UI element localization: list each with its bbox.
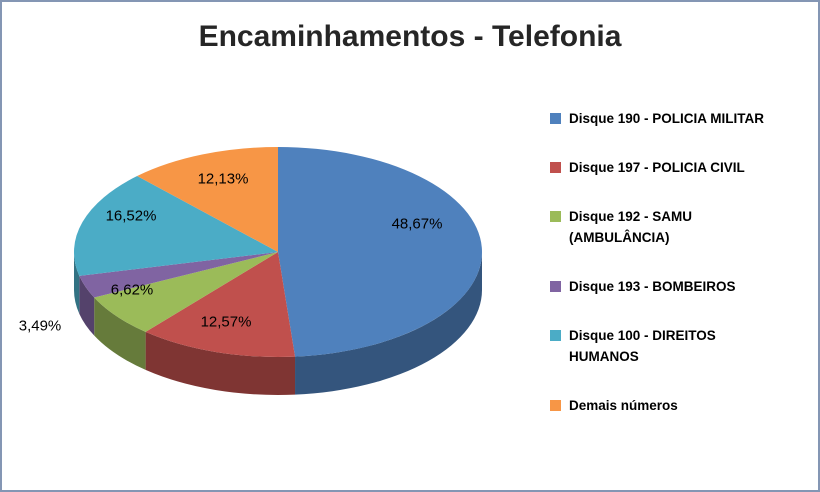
pie-data-label: 3,49%	[18, 317, 62, 335]
legend-item: Disque 190 - POLICIA MILITAR	[550, 108, 812, 129]
pie-slice	[79, 252, 278, 298]
legend-swatch	[550, 162, 561, 173]
pie-slice	[137, 147, 278, 252]
pie-slice-side	[94, 297, 146, 370]
pie-slice-side	[295, 252, 482, 395]
pie-data-label: 48,67%	[391, 215, 443, 233]
legend-label: Disque 197 - POLICIA CIVIL	[569, 160, 745, 175]
pie-data-label: 16,52%	[105, 207, 157, 225]
legend-label: Disque 190 - POLICIA MILITAR	[569, 111, 765, 126]
legend-label: Disque 193 - BOMBEIROS	[569, 279, 736, 294]
legend-item: Disque 192 - SAMU (AMBULÂNCIA)	[550, 206, 812, 248]
legend-label: Demais números	[569, 398, 678, 413]
legend-item: Demais números	[550, 395, 812, 416]
legend-item: Disque 193 - BOMBEIROS	[550, 276, 812, 297]
legend-item: Disque 100 - DIREITOS HUMANOS	[550, 325, 812, 367]
legend-swatch	[550, 400, 561, 411]
pie-slice	[278, 147, 483, 357]
pie-slice	[74, 176, 278, 276]
pie-slice-side	[79, 275, 95, 336]
legend: Disque 190 - POLICIA MILITAR Disque 197 -…	[550, 108, 812, 416]
legend-item: Disque 197 - POLICIA CIVIL	[550, 157, 812, 178]
pie-slice-side	[145, 331, 296, 395]
pie-data-label: 6,62%	[110, 281, 154, 299]
legend-swatch	[550, 113, 561, 124]
pie-slice	[145, 252, 296, 357]
legend-label: Disque 100 - DIREITOS HUMANOS	[569, 328, 716, 364]
legend-swatch	[550, 281, 561, 292]
pie-slice	[94, 252, 278, 332]
legend-swatch	[550, 211, 561, 222]
pie-data-label: 12,57%	[200, 313, 252, 331]
legend-label: Disque 192 - SAMU (AMBULÂNCIA)	[569, 209, 693, 245]
legend-swatch	[550, 330, 561, 341]
pie-slice-side	[74, 252, 80, 314]
chart-title: Encaminhamentos - Telefonia	[198, 20, 622, 53]
pie-data-label: 12,13%	[197, 170, 249, 188]
